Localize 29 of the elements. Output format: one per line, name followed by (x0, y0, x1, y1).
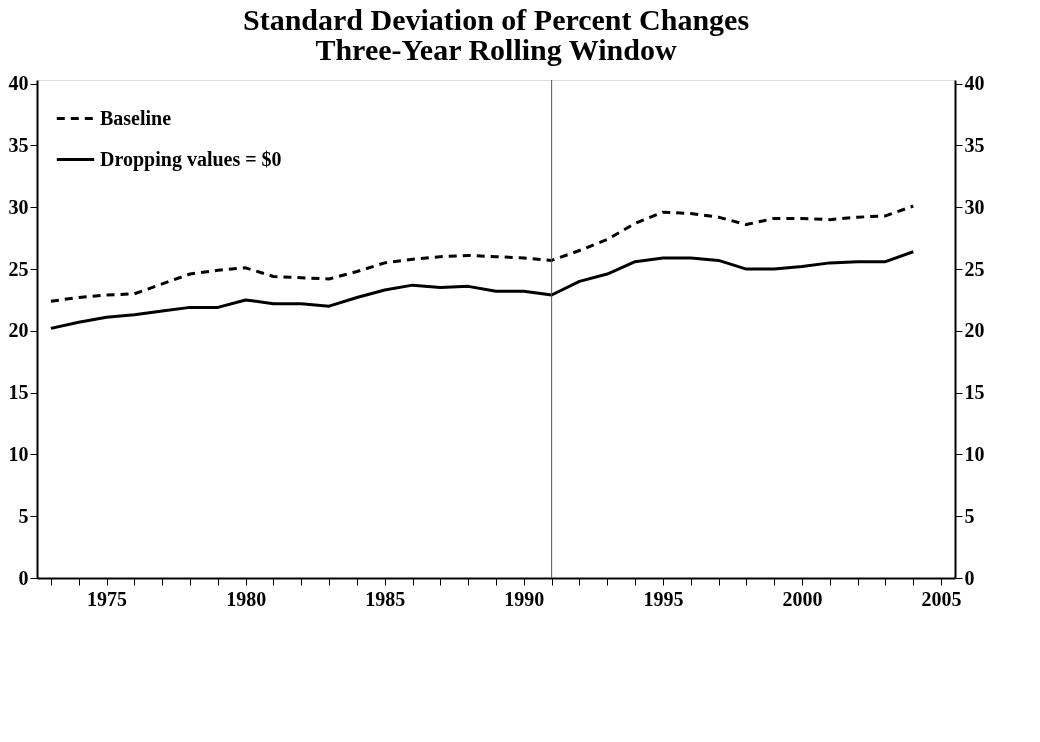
y2-tick-label: 25 (964, 257, 985, 280)
y2-tick-label: 10 (964, 442, 985, 465)
x-tick-label: 1985 (365, 587, 406, 610)
y2-tick-label: 30 (964, 195, 985, 218)
x-tick-label: 2005 (921, 587, 962, 610)
x-tick-label: 1995 (643, 587, 684, 610)
y-tick-label: 30 (8, 195, 29, 218)
y-tick-label: 25 (8, 257, 29, 280)
y-tick-label: 5 (18, 504, 29, 527)
x-tick-label: 1980 (226, 587, 267, 610)
y2-tick-label: 35 (964, 133, 985, 156)
x-tick-label: 2000 (782, 587, 823, 610)
x-tick-label: 1990 (504, 587, 545, 610)
y2-tick-label: 20 (964, 319, 985, 342)
y-tick-label: 35 (8, 133, 29, 156)
y-tick-label: 10 (8, 442, 29, 465)
y-tick-label: 40 (8, 72, 29, 95)
legend-label: Dropping values = $0 (100, 147, 282, 171)
y2-tick-label: 5 (964, 504, 975, 527)
y2-tick-label: 0 (964, 566, 975, 589)
y2-tick-label: 15 (964, 381, 985, 404)
y-tick-label: 0 (18, 566, 29, 589)
line-series (49, 204, 915, 303)
legend-label: Baseline (100, 106, 172, 129)
y-tick-label: 20 (8, 319, 29, 342)
y2-tick-label: 40 (964, 72, 985, 95)
line-series (49, 250, 915, 330)
y-tick-label: 15 (8, 381, 29, 404)
x-tick-label: 1975 (87, 587, 128, 610)
